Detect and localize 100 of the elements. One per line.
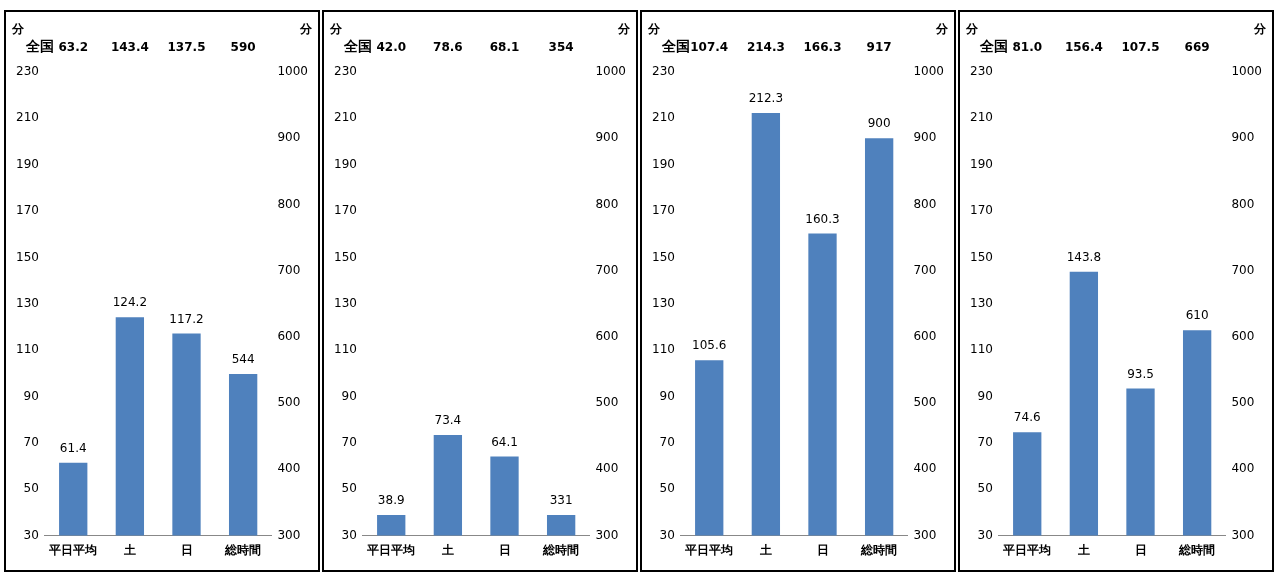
y2-tick-label: 800 [595,196,619,211]
y-tick-label: 30 [23,527,39,542]
data-label: 544 [231,352,255,367]
y-tick-label: 50 [341,481,357,496]
y-tick-label: 230 [970,64,993,79]
y2-axis-title: 分 [1253,22,1267,37]
y2-tick-label: 1000 [913,64,945,79]
data-label: 61.4 [59,440,87,455]
y2-axis-title: 分 [935,22,949,37]
y2-tick-label: 600 [913,329,937,344]
y2-tick-label: 500 [1231,395,1255,410]
data-label: 73.4 [434,413,462,428]
y-tick-label: 190 [334,156,357,171]
y-tick-label: 70 [341,435,357,450]
y2-tick-label: 1000 [595,64,627,79]
text: 354 [548,40,574,55]
x-tick-label: 平日平均 [684,542,734,557]
y2-axis-title: 分 [299,22,313,37]
y-tick-label: 170 [652,203,675,218]
x-tick-label: 土 [122,542,136,557]
data-label: 93.5 [1127,366,1154,381]
y-axis-title: 分 [329,22,343,37]
y-tick-label: 110 [16,342,39,357]
y-tick-label: 210 [16,110,39,125]
text: 全国 [979,37,1008,54]
y-tick-label: 150 [652,249,675,264]
y-tick-label: 90 [977,388,993,403]
data-label: 117.2 [169,311,204,326]
y2-axis-title: 分 [617,22,631,37]
data-label: 610 [1185,308,1209,323]
y-tick-label: 70 [23,435,39,450]
y2-tick-label: 600 [1231,329,1255,344]
y-tick-label: 110 [334,342,357,357]
y-tick-label: 190 [970,156,993,171]
x-tick-label: 平日平均 [1002,542,1052,557]
text: 917 [866,40,892,55]
x-tick-label: 平日平均 [48,542,98,557]
text: 81.0 [1012,40,1043,55]
y-tick-label: 90 [23,388,39,403]
data-label: 124.2 [112,295,148,310]
y-tick-label: 50 [659,481,675,496]
y-axis-title: 分 [965,22,979,37]
y2-tick-label: 900 [1231,130,1255,145]
x-tick-label: 平日平均 [366,542,416,557]
y2-tick-label: 400 [1231,461,1255,476]
y-axis-title: 分 [647,22,661,37]
text: 63.2 [58,40,89,55]
y-tick-label: 170 [16,203,39,218]
y-tick-label: 170 [334,203,357,218]
data-label: 74.6 [1013,410,1041,425]
y-tick-label: 150 [334,249,357,264]
data-label: 212.3 [748,91,784,106]
x-tick-label: 日 [498,542,511,557]
data-label: 143.8 [1066,249,1102,264]
x-tick-label: 総時間 [542,542,580,557]
y2-tick-label: 800 [913,196,937,211]
x-tick-label: 土 [440,542,454,557]
text: 137.5 [167,40,206,55]
y2-tick-label: 500 [913,395,937,410]
y-tick-label: 70 [659,435,675,450]
text: 214.3 [746,40,785,55]
x-tick-label: 総時間 [860,542,898,557]
text: 68.1 [489,40,520,55]
x-tick-label: 日 [1134,542,1147,557]
text: 590 [230,40,256,55]
y2-tick-label: 600 [277,329,301,344]
data-label: 105.6 [692,338,727,353]
y2-tick-label: 800 [1231,196,1255,211]
y2-tick-label: 1000 [277,64,309,79]
y2-tick-label: 700 [913,262,937,277]
y-tick-label: 30 [977,527,993,542]
y-tick-label: 130 [652,295,675,310]
data-label: 331 [549,493,573,508]
y2-tick-label: 800 [277,196,301,211]
y-tick-label: 90 [659,388,675,403]
y2-tick-label: 400 [277,461,301,476]
y2-tick-label: 900 [913,130,937,145]
y-tick-label: 150 [970,249,993,264]
y-tick-label: 210 [970,110,993,125]
y2-tick-label: 300 [277,527,301,542]
y-tick-label: 130 [16,295,39,310]
text: 107.4 [690,40,729,55]
y-tick-label: 30 [341,527,357,542]
y-tick-label: 30 [659,527,675,542]
y-tick-label: 50 [23,481,39,496]
y-tick-label: 130 [970,295,993,310]
y2-tick-label: 700 [1231,262,1255,277]
y-tick-label: 210 [652,110,675,125]
y-tick-label: 230 [652,64,675,79]
text: 全国 [343,37,372,54]
text: 156.4 [1064,40,1103,55]
y2-tick-label: 700 [277,262,301,277]
data-label: 64.1 [491,434,518,449]
y-tick-label: 150 [16,249,39,264]
text: 全国 [25,37,54,54]
data-label: 38.9 [377,493,405,508]
y2-tick-label: 400 [595,461,619,476]
y2-tick-label: 500 [277,395,301,410]
y2-tick-label: 900 [595,130,619,145]
y-tick-label: 110 [652,342,675,357]
